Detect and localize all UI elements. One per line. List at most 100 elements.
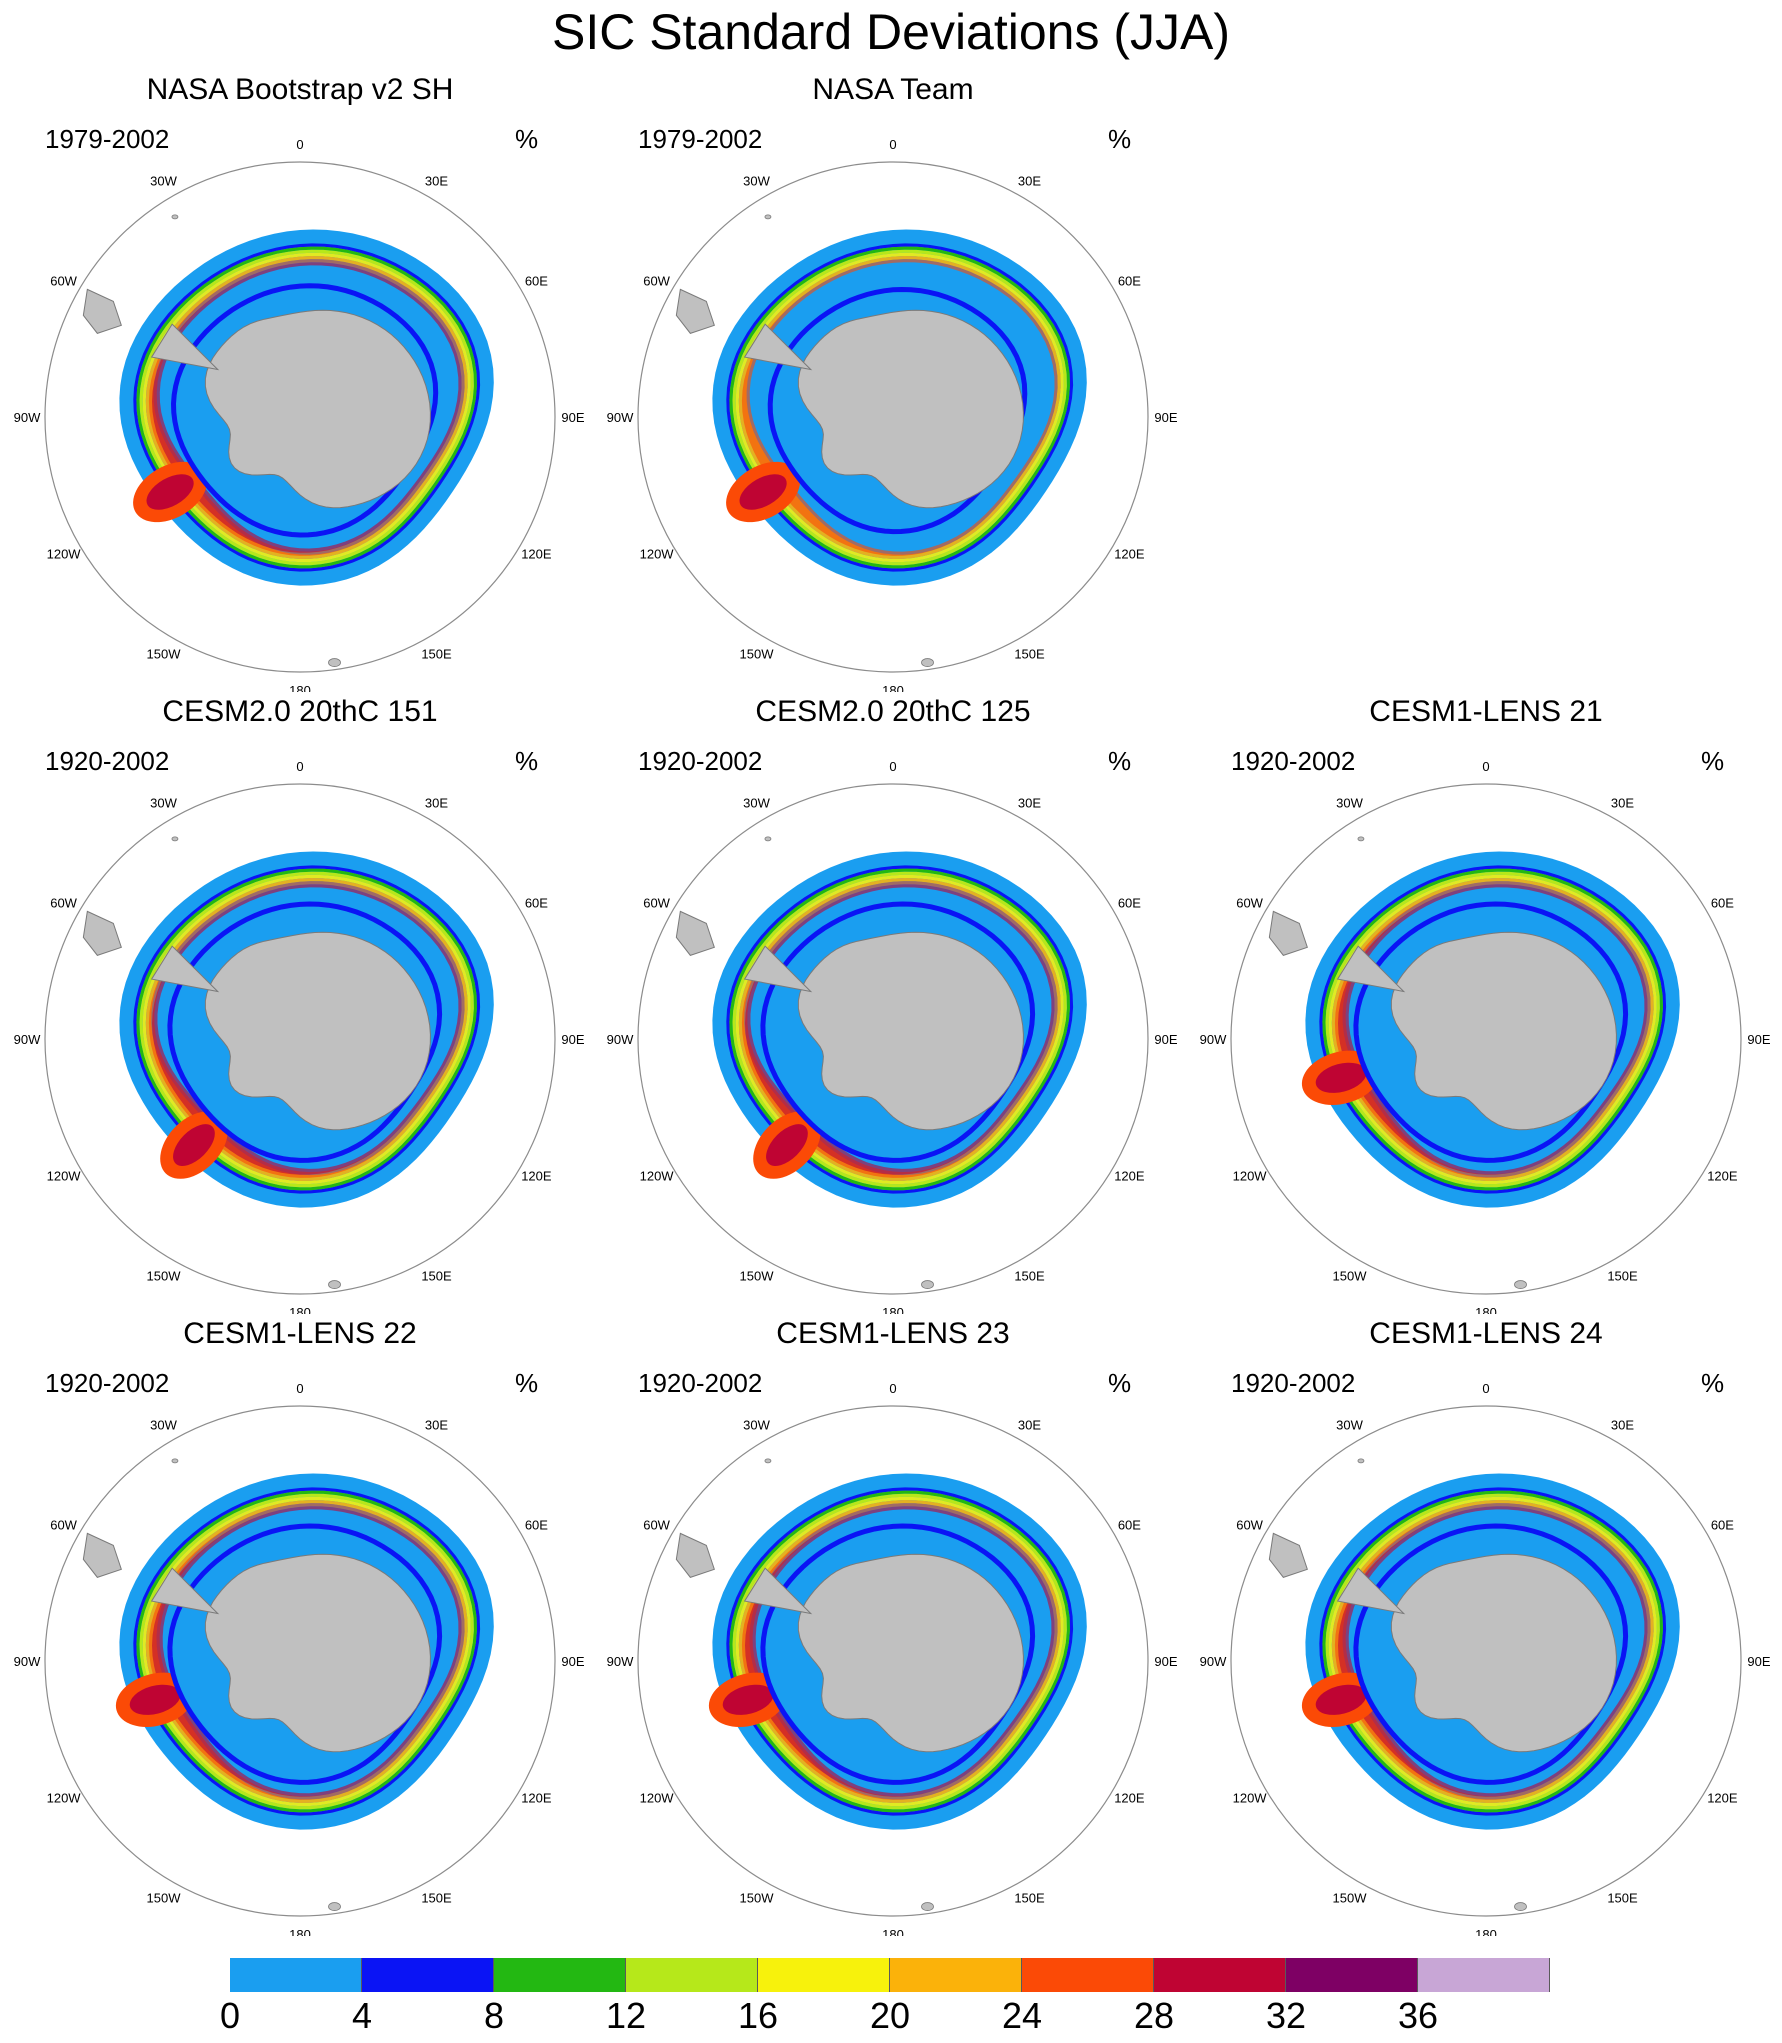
longitude-label: 150W	[1333, 1268, 1368, 1283]
longitude-label: 120E	[1114, 1791, 1145, 1806]
sic-hotspot-core	[173, 1124, 215, 1166]
map-panel: NASA Team 1979-2002 % 0 30E 60E 90E 120E 150E…	[593, 72, 1193, 692]
new-zealand-south-island	[921, 658, 934, 667]
longitude-label: 120E	[1114, 1169, 1145, 1184]
colorbar-swatch	[494, 1958, 626, 1992]
panel-title: NASA Bootstrap v2 SH	[146, 73, 454, 106]
panel-units: %	[515, 746, 539, 776]
longitude-label: 150W	[147, 1268, 182, 1283]
longitude-label: 120W	[640, 1169, 675, 1184]
longitude-label: 30W	[150, 1418, 177, 1433]
south-america-tip	[1268, 1532, 1308, 1578]
panel-units: %	[515, 124, 539, 154]
longitude-label: 30W	[1336, 796, 1363, 811]
antarctic-peninsula	[150, 323, 220, 371]
longitude-label: 90W	[1200, 1654, 1227, 1669]
map-panel: CESM2.0 20thC 125 1920-2002 % 0 30E 60E 90E…	[593, 694, 1193, 1314]
polar-map: 0 30E 60E 90E 120E 150E 180 150W 120W 90W 60W 30W	[14, 759, 585, 1314]
longitude-label: 0	[889, 759, 896, 774]
colorbar-swatch	[1286, 1958, 1418, 1992]
longitude-label: 120E	[521, 1169, 552, 1184]
longitude-label: 180	[882, 1305, 904, 1314]
longitude-label: 60E	[525, 274, 548, 289]
longitude-label: 150E	[1607, 1268, 1638, 1283]
longitude-label: 150E	[421, 1890, 452, 1905]
longitude-label: 30W	[743, 796, 770, 811]
longitude-label: 30W	[1336, 1418, 1363, 1433]
panel-units: %	[1108, 124, 1132, 154]
panel-title: CESM1-LENS 24	[1369, 1317, 1603, 1350]
south-america-tip	[675, 288, 715, 334]
longitude-label: 120E	[1707, 1169, 1738, 1184]
polar-map: 0 30E 60E 90E 120E 150E 180 150W 120W 90W 60W 30W	[1200, 759, 1771, 1314]
longitude-label: 120E	[1707, 1791, 1738, 1806]
south-america-tip	[82, 910, 122, 956]
longitude-label: 150W	[740, 1268, 775, 1283]
panel-period: 1920-2002	[1231, 746, 1356, 776]
longitude-label: 30E	[425, 174, 448, 189]
polar-map: 0 30E 60E 90E 120E 150E 180 150W 120W 90W 60W 30W	[607, 759, 1178, 1314]
longitude-label: 60E	[1118, 896, 1141, 911]
map-panel: CESM1-LENS 24 1920-2002 % 0 30E 60E 90E 120E…	[1186, 1316, 1782, 1936]
longitude-label: 60E	[1711, 1518, 1734, 1533]
longitude-label: 60W	[50, 896, 77, 911]
longitude-label: 30E	[1018, 1418, 1041, 1433]
longitude-label: 60W	[50, 274, 77, 289]
panel-title: CESM1-LENS 21	[1369, 695, 1603, 728]
antarctic-peninsula	[1336, 945, 1406, 993]
longitude-label: 30E	[425, 1418, 448, 1433]
longitude-label: 90W	[14, 1654, 41, 1669]
longitude-label: 120E	[521, 1791, 552, 1806]
sic-hotspot-core	[722, 1684, 774, 1715]
colorbar-tick-label: 20	[869, 1995, 911, 2036]
colorbar-tick-label: 12	[605, 1995, 647, 2036]
colorbar-tick-label: 24	[1001, 1995, 1043, 2036]
longitude-label: 90W	[1200, 1032, 1227, 1047]
new-zealand-south-island	[328, 1902, 341, 1911]
map-panel: NASA Bootstrap v2 SH 1979-2002 % 0 30E 60E…	[0, 72, 600, 692]
map-panel: CESM1-LENS 23 1920-2002 % 0 30E 60E 90E 120E…	[593, 1316, 1193, 1936]
antarctic-peninsula	[150, 1567, 220, 1615]
panel-units: %	[1108, 746, 1132, 776]
longitude-label: 180	[1475, 1927, 1497, 1936]
longitude-label: 60W	[643, 896, 670, 911]
longitude-label: 150E	[1014, 646, 1045, 661]
longitude-label: 180	[289, 1927, 311, 1936]
longitude-label: 30W	[743, 1418, 770, 1433]
colorbar-swatch	[626, 1958, 758, 1992]
island	[171, 1458, 179, 1464]
polar-map: 0 30E 60E 90E 120E 150E 180 150W 120W 90W 60W 30W	[14, 137, 585, 692]
longitude-label: 90E	[1747, 1032, 1770, 1047]
longitude-label: 90E	[561, 1032, 584, 1047]
new-zealand-south-island	[921, 1280, 934, 1289]
longitude-label: 0	[889, 1381, 896, 1396]
polar-map: 0 30E 60E 90E 120E 150E 180 150W 120W 90W 60W 30W	[1200, 1381, 1771, 1936]
longitude-label: 30W	[150, 174, 177, 189]
longitude-label: 90E	[1154, 1032, 1177, 1047]
panel-period: 1920-2002	[45, 746, 170, 776]
longitude-label: 60E	[525, 1518, 548, 1533]
longitude-label: 120E	[1114, 547, 1145, 562]
longitude-label: 0	[296, 1381, 303, 1396]
panel-period: 1920-2002	[1231, 1368, 1356, 1398]
longitude-label: 0	[296, 759, 303, 774]
sic-hotspot-core	[1315, 1684, 1367, 1715]
map-panel: CESM1-LENS 21 1920-2002 % 0 30E 60E 90E 120E…	[1186, 694, 1782, 1314]
colorbar-tick-label: 4	[351, 1995, 373, 2036]
longitude-label: 60W	[50, 1518, 77, 1533]
antarctic-peninsula	[1336, 1567, 1406, 1615]
longitude-label: 30E	[1611, 1418, 1634, 1433]
longitude-label: 180	[882, 683, 904, 692]
longitude-label: 180	[289, 1305, 311, 1314]
sic-hotspot-core	[766, 1124, 808, 1166]
colorbar-swatch	[1022, 1958, 1154, 1992]
sic-hotspot-core	[739, 474, 787, 510]
longitude-label: 90E	[561, 1654, 584, 1669]
panel-units: %	[515, 1368, 539, 1398]
longitude-label: 120W	[47, 1791, 82, 1806]
longitude-label: 120W	[640, 1791, 675, 1806]
island	[764, 214, 772, 220]
longitude-label: 180	[289, 683, 311, 692]
longitude-label: 0	[1482, 1381, 1489, 1396]
longitude-label: 120W	[47, 1169, 82, 1184]
